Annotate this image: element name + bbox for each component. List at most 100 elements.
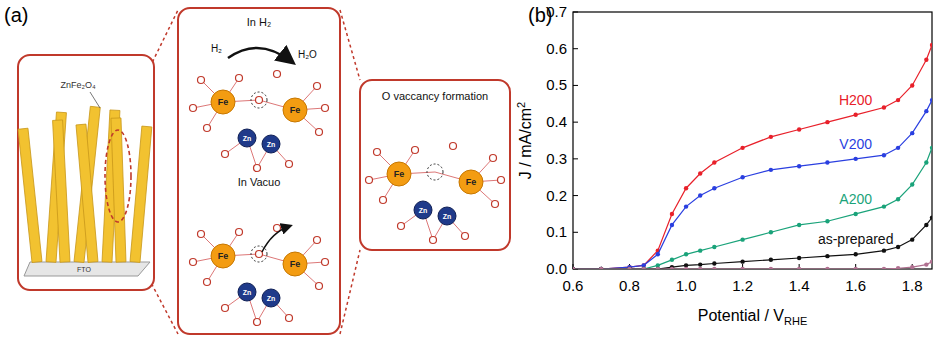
series-point [698, 171, 702, 175]
fe-atom [459, 170, 483, 194]
atom-label: Fe [290, 259, 301, 269]
x-tick-label: 1.4 [789, 277, 810, 294]
series-point [698, 267, 702, 269]
o-atom [204, 125, 211, 132]
series-point [670, 258, 674, 262]
fe-atom [387, 162, 411, 186]
series-point [684, 186, 688, 190]
o-atom [198, 77, 205, 84]
series-point [656, 252, 660, 256]
atom-label: Zn [419, 207, 428, 214]
fe-atom [211, 90, 235, 114]
series-point [740, 146, 744, 150]
series-point [769, 168, 773, 172]
series-point [853, 212, 857, 216]
y-axis-title-main: J / mA/cm [517, 108, 534, 179]
series-point [930, 215, 932, 219]
series-point [797, 223, 801, 227]
x-tick-label: 1.8 [902, 277, 923, 294]
y-tick-label: 0.7 [546, 3, 567, 20]
series-point [882, 204, 886, 208]
series-point [740, 237, 744, 241]
atom-label: Fe [218, 251, 229, 261]
series-point [853, 113, 857, 117]
panel-label: (a) [4, 4, 28, 26]
o-atom [322, 259, 329, 266]
o-atom [256, 97, 263, 104]
y-tick-label: 0.3 [546, 150, 567, 167]
series-point [599, 267, 603, 269]
series-point [930, 146, 932, 150]
fe-atom [283, 98, 307, 122]
y-tick [573, 12, 578, 13]
series-point [896, 197, 900, 201]
series-point [882, 105, 886, 109]
scene-title: In H₂ [247, 16, 271, 28]
vacancy-site [251, 92, 267, 108]
series-point [698, 248, 702, 252]
mechanism-box [178, 8, 340, 334]
y-tick [573, 158, 578, 159]
reactant-label: H₂ [211, 43, 222, 54]
series-point [797, 164, 801, 168]
series-point [930, 259, 932, 263]
series-point [573, 267, 575, 269]
series-point [797, 256, 801, 260]
series-point [684, 204, 688, 208]
o-atom [316, 283, 323, 290]
series-point [769, 230, 773, 234]
series-point [930, 98, 932, 102]
atom-label: Fe [290, 105, 301, 115]
series-point [924, 223, 928, 227]
series-point [910, 182, 914, 186]
atom-label: Zn [267, 141, 276, 148]
escape-arrow [262, 226, 290, 252]
series-point [712, 160, 716, 164]
o-atom [190, 259, 197, 266]
y-axis-title: J / mA/cm2 [515, 102, 534, 179]
selection [105, 130, 131, 222]
o-atom [204, 279, 211, 286]
series-point [910, 237, 914, 241]
o-atom [380, 197, 387, 204]
y-tick [573, 48, 578, 49]
x-tick-label: 1.6 [845, 277, 866, 294]
nanorod [74, 106, 100, 262]
series-point [670, 223, 674, 227]
o-atom [314, 83, 321, 90]
y-tick-label: 0.5 [546, 76, 567, 93]
series-point [641, 267, 645, 269]
series-line [573, 100, 932, 269]
o-atom [412, 147, 419, 154]
series-label: A200 [839, 191, 872, 207]
o-atom [254, 165, 261, 172]
o-atom [274, 71, 281, 78]
series-line [573, 148, 932, 269]
lattice: FeFeZnZn [366, 143, 505, 244]
y-axis-title-sup: 2 [515, 102, 527, 108]
y-tick-label: 0.0 [546, 260, 567, 277]
plot-area [573, 43, 932, 269]
o-atom [236, 75, 243, 82]
o-atom [314, 237, 321, 244]
nanorod [76, 124, 98, 262]
result-box [360, 80, 510, 250]
series-point [896, 266, 900, 269]
series-point [853, 252, 857, 256]
fe-atom [283, 252, 307, 276]
series-point [573, 267, 575, 269]
series-point [910, 83, 914, 87]
nanorod [130, 126, 152, 262]
scene-title: O vaccancy formation [382, 90, 488, 102]
o-atom [222, 151, 229, 158]
film-box [18, 55, 154, 290]
series-point [924, 262, 928, 266]
series-point [599, 267, 603, 269]
figure: (a)FTOZnFe₂O₄In H₂FeFeZnZnH₂H₂OIn VacuoF… [0, 0, 952, 344]
series-point [769, 258, 773, 262]
o-atom [198, 231, 205, 238]
nanorod [18, 128, 42, 262]
series-point [641, 267, 645, 269]
y-tick [573, 85, 578, 86]
o-atom [490, 155, 497, 162]
